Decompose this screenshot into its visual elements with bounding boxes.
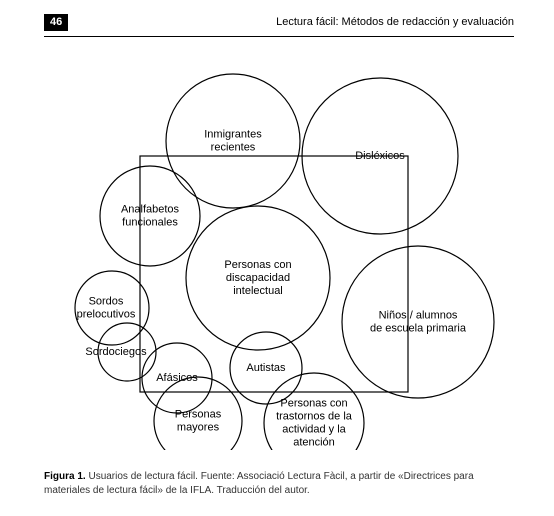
page-number: 46 xyxy=(44,14,68,31)
node-label-sordos: Sordos xyxy=(89,295,124,307)
caption-lead: Figura 1. xyxy=(44,471,86,482)
node-label-ninos: de escuela primaria xyxy=(370,322,467,334)
node-label-trastornos: trastornos de la xyxy=(276,410,353,422)
node-label-ninos: Niños / alumnos xyxy=(379,309,458,321)
node-label-discapacidad: intelectual xyxy=(233,285,283,297)
node-label-discapacidad: Personas con xyxy=(224,259,291,271)
node-label-analfabetos: funcionales xyxy=(122,216,178,228)
node-label-trastornos: Personas con xyxy=(280,397,347,409)
node-label-mayores: mayores xyxy=(177,421,220,433)
node-label-trastornos: atención xyxy=(293,436,335,448)
page: 46 Lectura fácil: Métodos de redacción y… xyxy=(0,0,554,516)
node-label-trastornos: actividad y la xyxy=(282,423,346,435)
node-label-inmigrantes: recientes xyxy=(211,141,256,153)
node-label-sordos: prelocutivos xyxy=(77,308,136,320)
node-label-sordociegos: Sordociegos xyxy=(85,346,147,358)
node-label-autistas: Autistas xyxy=(246,362,286,374)
figure-caption: Figura 1. Usuarios de lectura fácil. Fue… xyxy=(44,470,514,498)
node-label-afasicos: Afásicos xyxy=(156,372,198,384)
venn-diagram: Inmigrantesrecientes Disléxicos Analfabeto… xyxy=(0,46,554,450)
node-label-inmigrantes: Inmigrantes xyxy=(204,128,262,140)
running-title: Lectura fácil: Métodos de redacción y ev… xyxy=(276,16,514,28)
node-label-mayores: Personas xyxy=(175,408,222,420)
caption-text: Usuarios de lectura fácil. Fuente: Assoc… xyxy=(44,471,474,496)
node-label-dislexicos: Disléxicos xyxy=(355,150,405,162)
node-label-discapacidad: discapacidad xyxy=(226,272,290,284)
node-label-analfabetos: Analfabetos xyxy=(121,203,180,215)
page-header: 46 Lectura fácil: Métodos de redacción y… xyxy=(44,14,514,37)
